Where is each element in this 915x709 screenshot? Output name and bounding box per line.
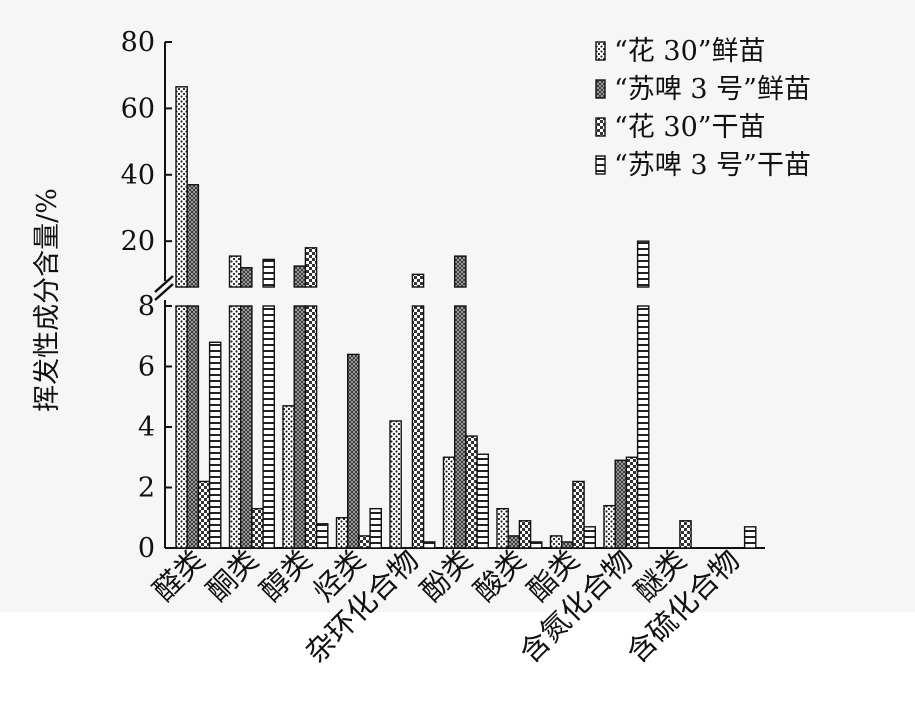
- category-label: 酸类: [467, 543, 532, 608]
- bar: [583, 526, 596, 549]
- y-ticks: 0 2 4 6 8 20 40 60 80: [121, 27, 172, 564]
- axis-break-mark: [154, 283, 174, 301]
- bar: [251, 507, 264, 549]
- bar: [369, 507, 383, 549]
- axis-break-mark: [154, 275, 174, 293]
- legend-label: “花 30”干苗: [614, 112, 766, 143]
- legend-swatch: [595, 79, 606, 99]
- y-tick-label: 4: [138, 412, 155, 443]
- bar: [476, 453, 490, 549]
- bar: [529, 541, 543, 549]
- legend-label: “苏啤 3 号”干苗: [614, 150, 811, 181]
- y-tick-label: 80: [121, 27, 155, 58]
- bar: [197, 480, 211, 549]
- category-label: 醇类: [253, 543, 318, 608]
- legend-swatch: [595, 41, 606, 61]
- bar-lower: [411, 305, 425, 549]
- legend-label: “苏啤 3 号”鲜苗: [614, 74, 811, 105]
- bar-upper: [454, 255, 467, 288]
- y-axis-label: 挥发性成分含量/%: [32, 188, 63, 412]
- bar: [347, 353, 360, 549]
- bars: [175, 86, 757, 549]
- bar-upper: [186, 184, 200, 288]
- y-tick-label: 6: [138, 352, 155, 383]
- y-tick-label: 20: [121, 226, 155, 257]
- bar-lower: [175, 305, 188, 549]
- category-label: 酚类: [414, 543, 479, 608]
- bar-lower: [262, 305, 276, 549]
- bar: [518, 520, 532, 549]
- y-tick-label: 40: [121, 160, 155, 191]
- legend: “花 30”鲜苗 “苏啤 3 号”鲜苗 “花 30”干苗 “苏啤 3 号”干苗: [595, 36, 811, 181]
- bar-lower: [228, 305, 242, 549]
- legend-label: “花 30”鲜苗: [614, 36, 766, 67]
- bar-upper: [175, 86, 188, 288]
- bar: [625, 456, 639, 549]
- bar-upper: [262, 258, 276, 288]
- bar-upper: [228, 255, 242, 288]
- bar-upper: [636, 240, 650, 288]
- bar: [315, 523, 329, 549]
- bar-lower: [239, 305, 253, 549]
- bar-lower: [186, 305, 200, 549]
- bar: [572, 480, 585, 549]
- bar: [496, 507, 509, 549]
- bar-lower: [304, 305, 318, 549]
- y-tick-label: 0: [138, 533, 155, 564]
- bar-lower: [636, 305, 650, 549]
- bar-lower: [454, 305, 467, 549]
- y-tick-label: 2: [138, 473, 155, 504]
- bar: [422, 541, 436, 549]
- bar-upper: [304, 247, 318, 288]
- bar: [442, 456, 456, 549]
- y-tick-label: 60: [121, 93, 155, 124]
- bar: [603, 504, 616, 549]
- bar-upper: [293, 265, 307, 288]
- bar: [614, 459, 628, 549]
- bar: [389, 420, 402, 549]
- category-label: 酮类: [200, 543, 265, 608]
- bar: [358, 535, 371, 549]
- bar-lower: [293, 305, 307, 549]
- y-tick-label: 8: [138, 291, 155, 322]
- bar: [208, 341, 222, 549]
- category-label: 醛类: [146, 543, 211, 608]
- bar-upper: [239, 267, 253, 288]
- bar: [743, 526, 757, 549]
- legend-swatch: [595, 155, 606, 175]
- legend-swatch: [595, 117, 606, 137]
- bar-upper: [411, 273, 425, 288]
- bar: [465, 435, 478, 549]
- bar: [679, 520, 692, 549]
- bar: [282, 405, 295, 549]
